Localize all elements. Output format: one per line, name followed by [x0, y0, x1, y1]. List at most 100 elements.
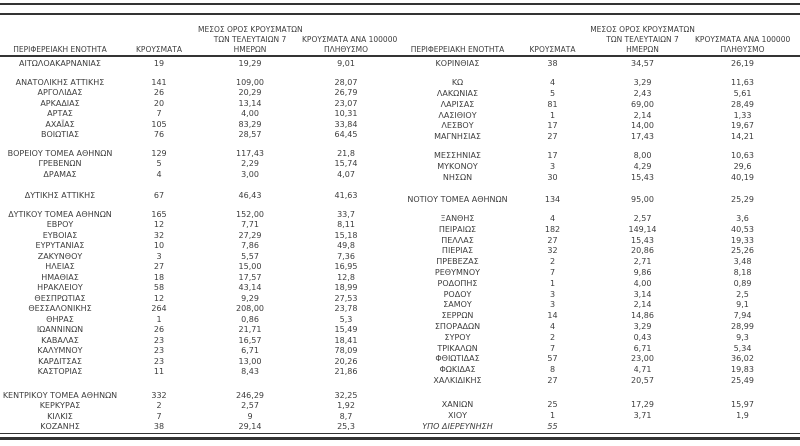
region-cell: ΛΑΡΙΣΑΣ — [440, 99, 475, 109]
region-cell: ΚΑΛΥΜΝΟΥ — [37, 346, 83, 355]
region-cell: ΗΛΕΙΑΣ — [45, 262, 75, 271]
table-body-left: ΑΙΤΩΛΟΑΚΑΡΝΑΝΙΑΣ 19 19,29 9,01 ΑΝΑΤΟΛΙΚΗΣ ΑΤ… — [0, 56, 390, 433]
cases-cell: 23 — [153, 356, 165, 366]
region-cell: ΚΟΖΑΝΗΣ — [40, 422, 80, 431]
table-row: ΔΥΤΙΚΗΣ ΑΤΤΙΚΗΣ 67 46,43 41,63 — [0, 191, 390, 202]
table-row: ΑΙΤΩΛΟΑΚΑΡΝΑΝΙΑΣ 19 19,29 9,01 — [0, 59, 390, 70]
per100k-cell: 3,6 — [736, 213, 749, 223]
avg7-cell: 27,29 — [238, 230, 262, 240]
per100k-cell: 19,33 — [731, 235, 754, 245]
avg7-cell: 3,29 — [633, 321, 652, 331]
table-row: ΝΟΤΙΟΥ ΤΟΜΕΑ ΑΘΗΝΩΝ 134 95,00 25,29 — [400, 195, 790, 206]
avg7-cell: 3,71 — [633, 410, 652, 420]
per100k-cell: 12,8 — [337, 272, 355, 282]
avg7-column-header: ΜΕΣΟΣ ΟΡΟΣ ΚΡΟΥΣΜΑΤΩΝ ΤΩΝ ΤΕΛΕΥΤΑΙΩΝ 7 Η… — [590, 25, 695, 54]
cases-cell: 332 — [151, 390, 167, 400]
per100k-column-header: ΚΡΟΥΣΜΑΤΑ ΑΝΑ 100000 ΠΛΗΘΥΣΜΟ — [302, 35, 398, 54]
table-row: ΑΡΓΟΛΙΔΑΣ 26 20,29 26,79 — [0, 88, 390, 99]
table-row: ΑΧΑΪΑΣ 105 83,29 33,84 — [0, 120, 390, 131]
per100k-cell: 21,8 — [337, 148, 355, 158]
avg7-cell: 69,00 — [631, 99, 654, 109]
region-cell: ΒΟΡΕΙΟΥ ΤΟΜΕΑ ΑΘΗΝΩΝ — [7, 148, 113, 158]
region-cell: ΚΩ — [451, 78, 464, 88]
region-cell: ΑΡΤΑΣ — [47, 109, 73, 118]
region-cell: ΚΟΡΙΝΘΙΑΣ — [435, 59, 480, 69]
avg7-cell: 4,71 — [633, 365, 652, 375]
group-gap — [400, 183, 790, 194]
per100k-cell: 25,3 — [337, 422, 355, 431]
per100k-cell: 15,97 — [731, 400, 754, 410]
cases-header-label: ΚΡΟΥΣΜΑΤΑ — [529, 45, 576, 54]
table-header-left: ΠΕΡΙΦΕΡΕΙΑΚΗ ΕΝΟΤΗΤΑ ΚΡΟΥΣΜΑΤΑ ΜΕΣΟΣ ΟΡΟ… — [0, 19, 398, 56]
per100k-cell: 41,63 — [334, 191, 358, 200]
per100k-cell: 20,26 — [334, 356, 358, 366]
cases-cell: 134 — [544, 194, 561, 204]
table-header-right: ΠΕΡΙΦΕΡΕΙΑΚΗ ΕΝΟΤΗΤΑ ΚΡΟΥΣΜΑΤΑ ΜΕΣΟΣ ΟΡΟ… — [400, 19, 791, 56]
region-column-header: ΠΕΡΙΦΕΡΕΙΑΚΗ ΕΝΟΤΗΤΑ — [0, 19, 120, 56]
avg7-column-header: ΜΕΣΟΣ ΟΡΟΣ ΚΡΟΥΣΜΑΤΩΝ ΤΩΝ ΤΕΛΕΥΤΑΙΩΝ 7 Η… — [198, 25, 303, 54]
region-cell: ΘΕΣΣΑΛΟΝΙΚΗΣ — [28, 304, 92, 313]
avg7-cell: 17,29 — [631, 400, 654, 410]
cases-cell: 7 — [549, 267, 556, 277]
cases-cell: 3 — [549, 162, 556, 172]
per100k-cell: 26,19 — [731, 59, 754, 69]
per100k-cell: 27,53 — [334, 293, 358, 303]
header-underline-rule — [0, 55, 800, 57]
avg7-cell: 34,57 — [631, 59, 654, 69]
region-cell: ΙΩΑΝΝΙΝΩΝ — [36, 325, 84, 334]
group-gap — [400, 143, 790, 151]
region-cell: ΧΑΝΙΩΝ — [441, 400, 474, 410]
per100k-cell: 8,11 — [337, 220, 355, 229]
cases-cell: 27 — [153, 262, 165, 271]
cases-cell: 3 — [156, 251, 162, 261]
region-cell: ΡΟΔΟΥ — [443, 289, 472, 299]
group-gap-cell — [0, 378, 390, 391]
table-row: ΚΑΛΥΜΝΟΥ 23 6,71 78,09 — [0, 346, 390, 357]
cases-cell: 8 — [549, 365, 556, 375]
per100k-cell: 33,7 — [337, 209, 355, 219]
region-cell: ΗΡΑΚΛΕΙΟΥ — [37, 283, 83, 292]
region-cell: ΣΥΡΟΥ — [444, 332, 471, 342]
per100k-cell: 18,99 — [334, 283, 358, 292]
per100k-cell: 25,29 — [731, 194, 754, 204]
table-row: ΦΘΙΩΤΙΔΑΣ 57 23,00 36,02 — [400, 354, 790, 365]
region-column-header: ΠΕΡΙΦΕΡΕΙΑΚΗ ΕΝΟΤΗΤΑ — [400, 19, 515, 56]
cases-cell: 30 — [547, 172, 558, 182]
cases-cell: 2 — [549, 332, 556, 342]
per100k-cell: 19,67 — [731, 121, 754, 131]
avg7-cell: 8,00 — [633, 151, 652, 161]
region-cell: ΚΙΛΚΙΣ — [47, 411, 73, 421]
table-row: ΣΕΡΡΩΝ 14 14,86 7,94 — [400, 311, 790, 322]
cases-cell: 11 — [153, 367, 165, 376]
avg7-cell: 15,43 — [631, 172, 654, 182]
per100k-cell: 23,07 — [334, 98, 358, 108]
avg7-cell: 21,71 — [238, 325, 262, 334]
top-rule-1 — [0, 3, 800, 5]
table-row: ΧΙΟΥ 1 3,71 1,9 — [400, 411, 790, 422]
table-row: ΗΡΑΚΛΕΙΟΥ 58 43,14 18,99 — [0, 283, 390, 294]
table-row: ΓΡΕΒΕΝΩΝ 5 2,29 15,74 — [0, 159, 390, 170]
region-cell: ΕΥΒΟΙΑΣ — [42, 230, 78, 240]
group-gap — [0, 180, 390, 191]
group-gap — [400, 206, 790, 214]
group-gap-cell — [400, 387, 790, 400]
region-cell: ΑΙΤΩΛΟΑΚΑΡΝΑΝΙΑΣ — [19, 59, 101, 68]
group-gap — [0, 378, 390, 391]
region-cell: ΔΥΤΙΚΟΥ ΤΟΜΕΑ ΑΘΗΝΩΝ — [8, 209, 112, 219]
avg7-cell: 152,00 — [236, 209, 264, 219]
avg7-cell: 3,14 — [633, 289, 652, 299]
cases-cell: 20 — [153, 98, 165, 108]
cases-cell: 4 — [156, 169, 162, 179]
table-row: ΑΡΤΑΣ 7 4,00 10,31 — [0, 109, 390, 120]
group-gap-cell — [0, 70, 390, 78]
region-cell: ΠΕΛΛΑΣ — [441, 235, 474, 245]
table-row: ΕΥΡΥΤΑΝΙΑΣ 10 7,86 49,8 — [0, 241, 390, 252]
per100k-cell: 28,49 — [731, 99, 754, 109]
cases-cell: 2 — [549, 257, 556, 267]
per100k-cell: 16,95 — [334, 262, 358, 271]
cases-cell: 27 — [547, 132, 558, 142]
table-row: ΚΕΡΚΥΡΑΣ 2 2,57 1,92 — [0, 401, 390, 412]
per100k-column-header: ΚΡΟΥΣΜΑΤΑ ΑΝΑ 100000 ΠΛΗΘΥΣΜΟ — [695, 35, 791, 54]
table-row: ΛΑΡΙΣΑΣ 81 69,00 28,49 — [400, 100, 790, 111]
table-row: ΜΥΚΟΝΟΥ 3 4,29 29,6 — [400, 162, 790, 173]
